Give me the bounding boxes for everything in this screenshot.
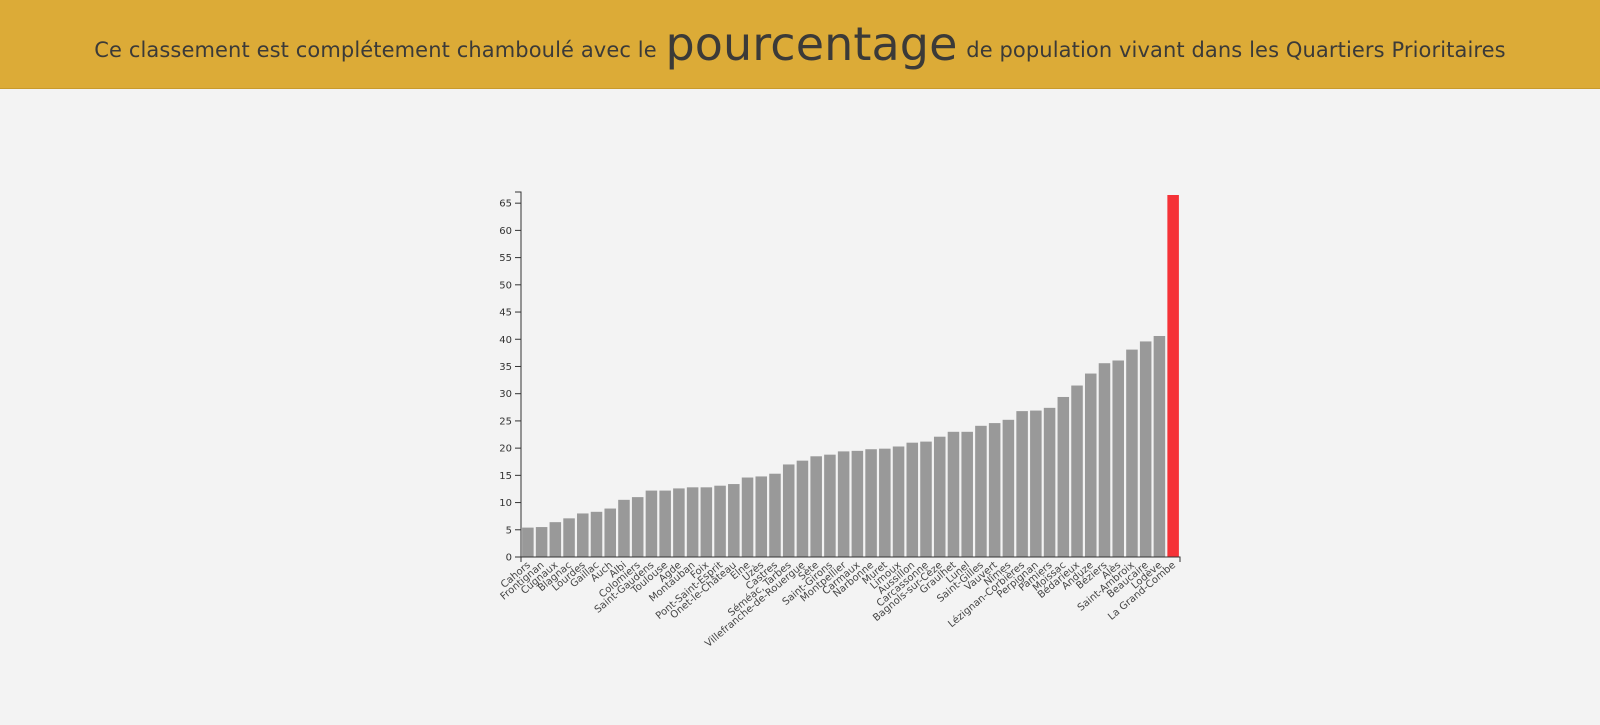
bar <box>837 451 850 557</box>
y-tick-label: 5 <box>506 525 512 536</box>
title-text-after: de population vivant dans les Quartiers … <box>966 38 1506 62</box>
y-tick-label: 35 <box>499 362 512 373</box>
bar <box>1098 363 1111 557</box>
bar <box>975 425 987 557</box>
bar <box>769 473 781 557</box>
bar <box>851 450 864 557</box>
y-tick-label: 45 <box>499 308 512 319</box>
bar <box>892 446 905 557</box>
bar <box>1153 335 1166 557</box>
bar <box>824 454 836 557</box>
bar <box>522 527 534 557</box>
y-tick-label: 50 <box>499 280 512 291</box>
bar <box>947 431 960 557</box>
bar <box>1167 195 1179 557</box>
y-tick-label: 15 <box>499 471 512 482</box>
bar <box>1016 411 1028 557</box>
header-banner: Ce classement est complétement chamboulé… <box>0 0 1600 89</box>
bar <box>618 499 630 557</box>
bar <box>686 487 699 557</box>
bar <box>700 487 713 557</box>
y-tick-label: 10 <box>499 498 512 509</box>
bars-group <box>522 195 1179 557</box>
bar <box>604 508 616 557</box>
bar <box>920 441 932 557</box>
bar <box>906 442 919 557</box>
y-axis: 0 5 10 15 20 25 30 35 40 45 50 55 60 65 <box>499 191 522 564</box>
bar <box>1043 407 1056 557</box>
bar <box>988 423 1001 557</box>
bar <box>714 485 726 557</box>
bar <box>1084 373 1097 557</box>
bar <box>673 488 685 557</box>
bar <box>1112 360 1124 557</box>
bar <box>810 456 822 557</box>
bar <box>728 484 740 557</box>
y-tick-label: 65 <box>499 199 512 210</box>
bar <box>933 436 946 557</box>
page-title: Ce classement est complétement chamboulé… <box>94 17 1505 71</box>
bar <box>549 522 562 557</box>
title-emphasis: pourcentage <box>665 17 958 71</box>
bar <box>1126 349 1138 557</box>
y-tick-label: 20 <box>499 444 512 455</box>
y-tick-label: 60 <box>499 226 512 237</box>
bar <box>590 511 603 557</box>
bar <box>535 527 548 557</box>
title-text-before: Ce classement est complétement chamboulé… <box>94 38 657 62</box>
y-tick-label: 55 <box>499 253 512 264</box>
bar <box>1030 410 1042 557</box>
bar <box>1057 396 1070 557</box>
bar <box>741 477 754 557</box>
bar <box>659 490 671 557</box>
bar <box>631 497 644 557</box>
y-tick-label: 30 <box>499 389 512 400</box>
bar <box>645 490 658 557</box>
x-axis-line <box>520 556 1181 562</box>
bar <box>577 513 589 557</box>
bar <box>563 518 575 557</box>
y-tick-label: 40 <box>499 335 512 346</box>
bar <box>755 476 768 557</box>
bar <box>1139 341 1152 557</box>
bar <box>961 431 973 557</box>
y-tick-label: 0 <box>506 553 512 564</box>
bar <box>796 460 809 557</box>
bar <box>1071 385 1083 557</box>
bar <box>782 464 795 557</box>
bar <box>879 448 891 557</box>
y-tick-label: 25 <box>499 416 512 427</box>
bar <box>865 449 877 557</box>
bar <box>1002 419 1015 557</box>
x-axis: CahorsFrontignanCugnauxBlagnacLourdesGai… <box>499 556 1181 650</box>
